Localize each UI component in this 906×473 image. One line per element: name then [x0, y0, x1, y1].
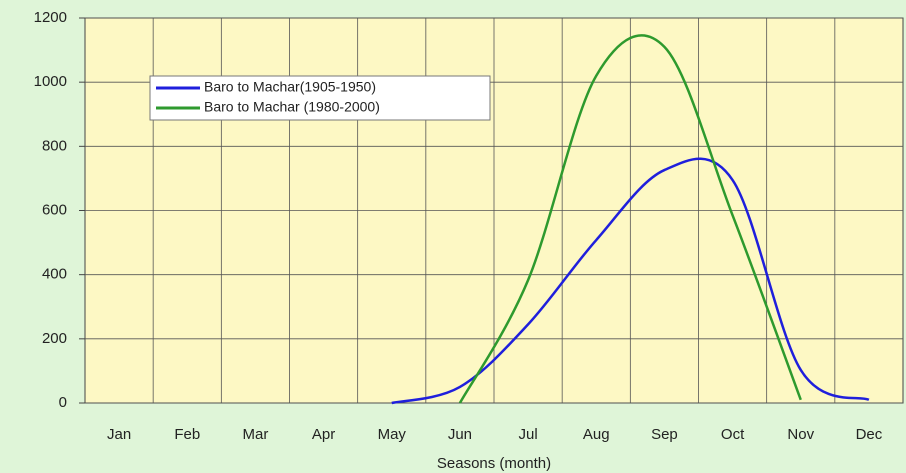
y-tick-label: 200 [42, 330, 67, 347]
x-tick-label: Jul [518, 426, 537, 443]
x-tick-label: Jun [448, 426, 472, 443]
x-tick-label: Sep [651, 426, 678, 443]
y-tick-label: 0 [59, 394, 67, 411]
series-line [458, 34, 802, 404]
y-tick-label: 1000 [34, 73, 67, 90]
y-tick-label: 400 [42, 266, 67, 283]
x-tick-label: Nov [787, 426, 814, 443]
legend-label: Baro to Machar (1980-2000) [204, 99, 380, 115]
x-tick-label: May [378, 426, 407, 443]
x-tick-label: Feb [174, 426, 200, 443]
y-tick-label: 600 [42, 201, 67, 218]
series-line [391, 157, 870, 405]
legend-label: Baro to Machar(1905-1950) [204, 79, 376, 95]
legend: Baro to Machar(1905-1950) Baro to Machar… [149, 75, 491, 121]
y-tick-label: 1200 [34, 9, 67, 26]
legend-box [149, 75, 491, 121]
x-tick-label: Mar [242, 426, 268, 443]
x-tick-label: Apr [312, 426, 335, 443]
x-axis-label: Seasons (month) [437, 455, 551, 472]
x-tick-label: Oct [721, 426, 745, 443]
y-tick-label: 800 [42, 137, 67, 154]
x-tick-label: Dec [856, 426, 883, 443]
x-tick-label: Aug [583, 426, 610, 443]
x-tick-label: Jan [107, 426, 131, 443]
